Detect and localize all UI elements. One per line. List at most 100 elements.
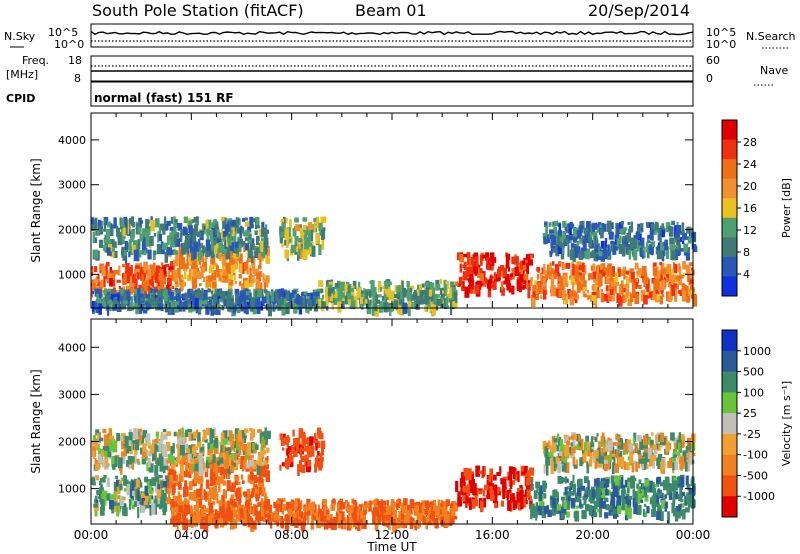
velocity-cell bbox=[91, 440, 96, 445]
velocity-cell bbox=[326, 518, 329, 524]
power-cell bbox=[238, 253, 243, 265]
velocity-cell bbox=[533, 506, 538, 514]
power-cell bbox=[294, 226, 297, 237]
velocity-cell bbox=[281, 462, 285, 467]
power-cell bbox=[321, 227, 326, 232]
power-cell bbox=[426, 287, 431, 296]
power-cell bbox=[189, 246, 195, 253]
power-cell bbox=[284, 228, 289, 240]
power-cell bbox=[445, 281, 449, 289]
power-cell bbox=[295, 246, 298, 252]
power-cell bbox=[372, 304, 375, 316]
power-cell bbox=[302, 291, 308, 296]
power-cell bbox=[594, 244, 599, 253]
power-cell bbox=[407, 292, 412, 302]
power-cell bbox=[325, 294, 329, 306]
power-cell bbox=[316, 288, 322, 294]
velocity-cell bbox=[665, 482, 671, 489]
power-cell bbox=[530, 277, 533, 287]
power-cell bbox=[545, 225, 548, 235]
power-cell bbox=[217, 304, 221, 310]
velocity-cell bbox=[205, 508, 209, 513]
velocity-cell bbox=[137, 489, 140, 502]
power-cell bbox=[116, 293, 120, 302]
power-cell bbox=[303, 224, 307, 230]
power-cell bbox=[129, 283, 134, 293]
velocity-cell bbox=[126, 460, 129, 467]
power-cell bbox=[660, 242, 664, 252]
velocity-cell bbox=[242, 443, 247, 452]
velocity-cell bbox=[323, 520, 329, 530]
velocity-cell bbox=[617, 475, 623, 480]
power-cell bbox=[175, 289, 179, 297]
power-cell bbox=[196, 244, 202, 250]
velocity-cell bbox=[557, 436, 562, 447]
power-cell bbox=[109, 224, 114, 237]
velocity-cell bbox=[443, 500, 446, 513]
velocity-cell bbox=[507, 489, 512, 494]
power-cell bbox=[674, 264, 678, 274]
power-cell bbox=[132, 240, 138, 250]
power-cell bbox=[110, 248, 115, 252]
power-cell bbox=[230, 301, 235, 309]
velocity-cell bbox=[653, 487, 657, 496]
velocity-cell bbox=[648, 480, 653, 493]
velocity-cell bbox=[590, 436, 594, 443]
velocity-cell bbox=[461, 483, 464, 496]
velocity-cell bbox=[142, 429, 146, 439]
velocity-cell bbox=[256, 477, 260, 482]
power-cell bbox=[185, 293, 188, 300]
velocity-cell bbox=[230, 494, 235, 500]
velocity-cell bbox=[592, 455, 596, 463]
velocity-cell bbox=[140, 433, 144, 445]
velocity-cell bbox=[535, 502, 539, 508]
velocity-cell bbox=[131, 490, 135, 496]
power-cell bbox=[210, 290, 214, 295]
velocity-cell bbox=[577, 479, 582, 487]
velocity-cell bbox=[676, 477, 680, 484]
velocity-cell bbox=[179, 455, 184, 461]
power-cell bbox=[134, 296, 137, 300]
velocity-cell bbox=[323, 506, 327, 517]
velocity-cell bbox=[576, 496, 581, 503]
velocity-cell bbox=[205, 456, 211, 464]
velocity-cell bbox=[288, 455, 294, 463]
velocity-cell bbox=[450, 503, 455, 511]
velocity-cell bbox=[95, 443, 99, 449]
power-cell bbox=[169, 227, 174, 231]
power-cell bbox=[391, 290, 395, 297]
velocity-cell bbox=[583, 493, 587, 506]
velocity-cell bbox=[389, 510, 392, 523]
velocity-cell bbox=[656, 511, 661, 520]
power-cell bbox=[590, 265, 593, 271]
power-cell bbox=[204, 254, 207, 266]
power-cell bbox=[94, 217, 98, 229]
power-cell bbox=[241, 217, 245, 222]
power-cell bbox=[294, 217, 299, 223]
velocity-cell bbox=[607, 454, 611, 463]
velocity-cell bbox=[280, 518, 285, 529]
velocity-cell bbox=[188, 464, 193, 469]
velocity-cell bbox=[572, 474, 575, 483]
power-cell bbox=[110, 294, 115, 302]
power-cell bbox=[356, 287, 361, 298]
velocity-cell bbox=[210, 473, 216, 485]
power-cell bbox=[352, 300, 356, 309]
velocity-cell bbox=[463, 467, 468, 477]
velocity-cell bbox=[680, 462, 683, 471]
power-cell bbox=[174, 237, 177, 244]
velocity-cell bbox=[143, 500, 148, 505]
velocity-cell bbox=[154, 438, 159, 443]
power-cell bbox=[600, 292, 605, 303]
power-cell bbox=[182, 282, 187, 287]
power-cell bbox=[387, 286, 390, 291]
velocity-cell bbox=[692, 441, 696, 451]
velocity-cell bbox=[605, 450, 608, 455]
velocity-cell bbox=[616, 449, 619, 459]
power-cell bbox=[332, 298, 335, 303]
velocity-cell bbox=[128, 499, 131, 510]
power-cell bbox=[588, 295, 591, 299]
velocity-cell bbox=[184, 480, 188, 490]
velocity-cell bbox=[121, 451, 126, 459]
velocity-cell bbox=[277, 504, 280, 509]
